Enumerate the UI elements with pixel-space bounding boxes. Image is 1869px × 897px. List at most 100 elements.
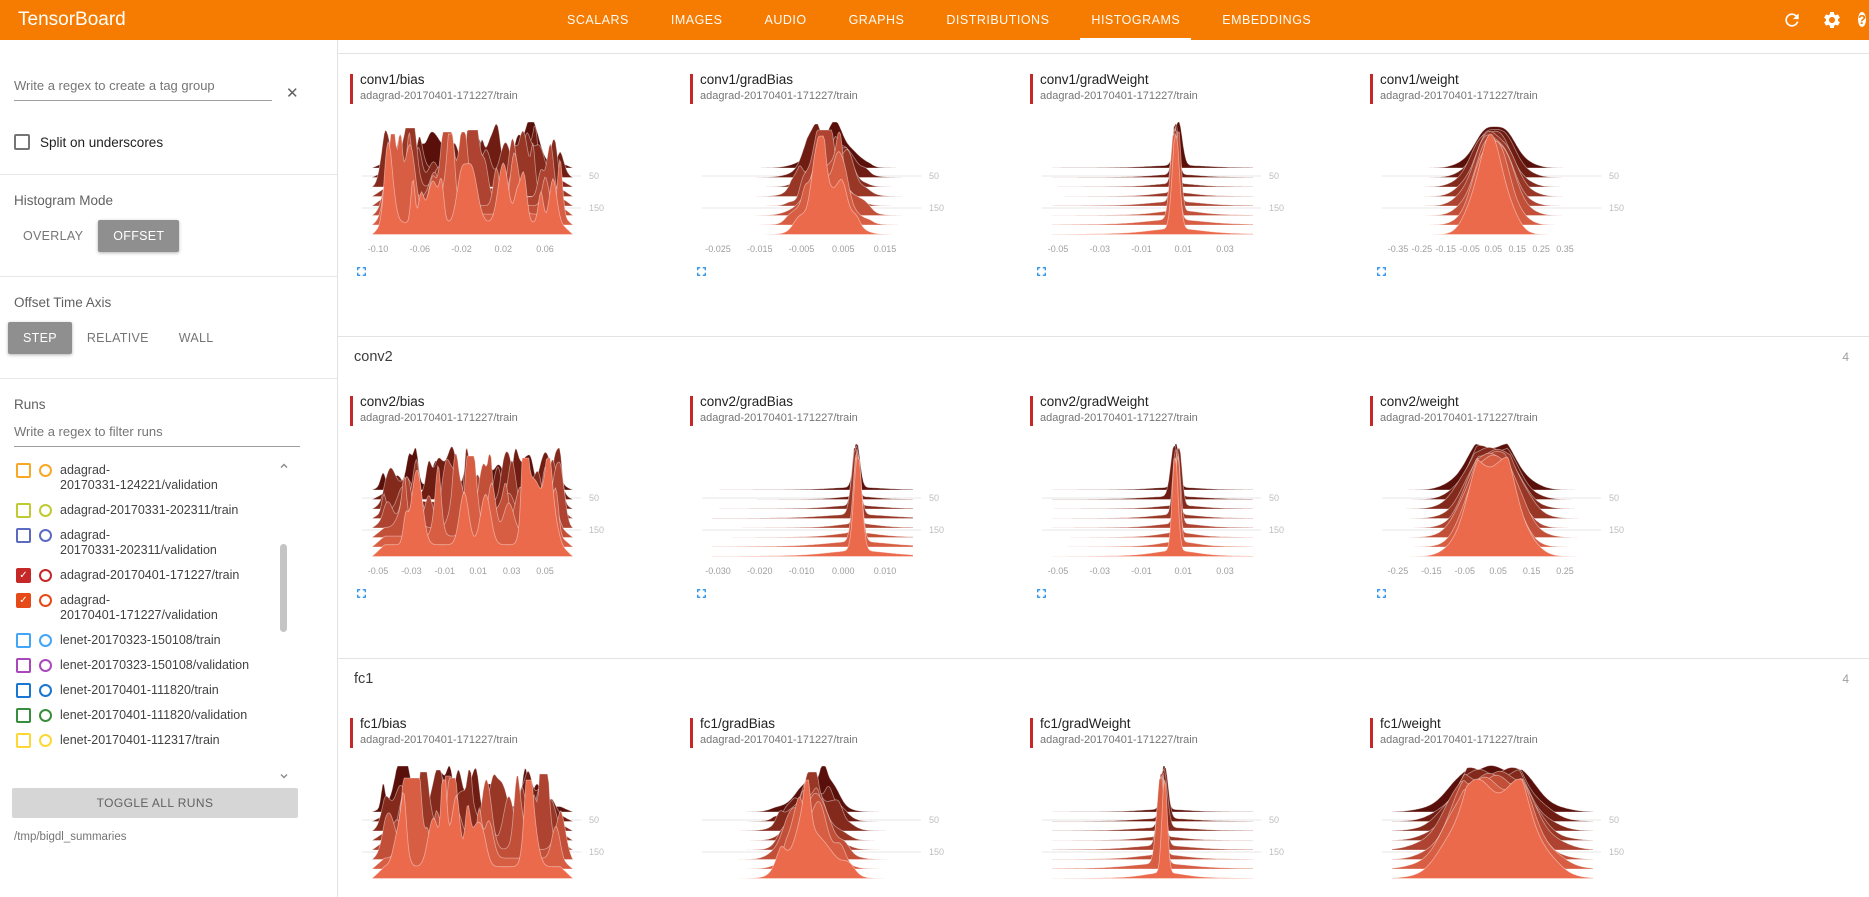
card-run-name: adagrad-20170401-171227/train xyxy=(1380,412,1538,424)
histogram-chart: 50 150 xyxy=(1042,765,1284,879)
expand-button[interactable] xyxy=(1374,586,1390,602)
tab-scalars[interactable]: SCALARS xyxy=(567,13,629,27)
histogram-card: fc1/weight adagrad-20170401-171227/train 5… xyxy=(1370,716,1692,897)
run-checkbox[interactable] xyxy=(16,658,31,673)
expand-button[interactable] xyxy=(354,586,370,602)
run-checkbox[interactable] xyxy=(16,633,31,648)
histogram-mode-overlay-button[interactable]: OVERLAY xyxy=(23,229,84,243)
split-underscores-label: Split on underscores xyxy=(40,134,164,150)
svg-text:0.01: 0.01 xyxy=(469,566,487,576)
svg-text:-0.03: -0.03 xyxy=(401,566,422,576)
run-color-bar xyxy=(1370,396,1373,426)
card-row: conv1/bias adagrad-20170401-171227/train 5… xyxy=(338,54,1869,336)
svg-text:-0.05: -0.05 xyxy=(1048,244,1069,254)
run-checkbox[interactable] xyxy=(16,463,31,478)
svg-text:-0.15: -0.15 xyxy=(1421,566,1442,576)
svg-text:-0.10: -0.10 xyxy=(368,244,389,254)
runs-list-container: adagrad- 20170331-124221/validation adagr… xyxy=(0,456,337,780)
run-row[interactable]: lenet-20170401-112317/train xyxy=(0,728,337,753)
tab-distributions[interactable]: DISTRIBUTIONS xyxy=(946,13,1050,27)
run-row[interactable]: lenet-20170323-150108/train xyxy=(0,628,337,653)
help-icon[interactable]: ? xyxy=(1858,10,1869,30)
card-title: conv2/weight xyxy=(1380,394,1459,409)
svg-text:-0.020: -0.020 xyxy=(747,566,773,576)
close-icon[interactable]: ✕ xyxy=(286,85,299,102)
toggle-all-runs-button[interactable]: TOGGLE ALL RUNS xyxy=(12,788,298,818)
runs-list: adagrad- 20170331-124221/validation adagr… xyxy=(0,456,337,753)
runs-scrollbar[interactable] xyxy=(278,456,290,780)
expand-button[interactable] xyxy=(694,264,710,280)
svg-text:50: 50 xyxy=(1609,815,1619,825)
tag-regex-input[interactable] xyxy=(14,74,272,101)
run-row[interactable]: adagrad-20170331-202311/train xyxy=(0,498,337,523)
help-glyph: ? xyxy=(1858,12,1866,27)
run-row[interactable]: lenet-20170401-111820/train xyxy=(0,678,337,703)
svg-text:0.000: 0.000 xyxy=(832,566,855,576)
run-color-ring xyxy=(39,634,52,647)
tab-graphs[interactable]: GRAPHS xyxy=(848,13,905,27)
card-head: conv2/gradBias adagrad-20170401-171227/tr… xyxy=(690,394,1012,426)
run-checkbox[interactable]: ✓ xyxy=(16,593,31,608)
main-nav: SCALARS IMAGES AUDIO GRAPHS DISTRIBUTIONS HIS… xyxy=(546,0,1332,40)
run-checkbox[interactable] xyxy=(16,733,31,748)
time-axis-step-button[interactable]: STEP xyxy=(8,322,72,354)
run-checkbox[interactable] xyxy=(16,528,31,543)
svg-text:-0.01: -0.01 xyxy=(435,566,456,576)
sidebar: ✕ Split on underscores Histogram Mode OV… xyxy=(0,40,338,897)
svg-text:-0.015: -0.015 xyxy=(747,244,773,254)
run-row[interactable]: adagrad- 20170331-124221/validation xyxy=(0,458,337,498)
main-content: conv1/bias adagrad-20170401-171227/train 5… xyxy=(338,40,1869,897)
tab-images[interactable]: IMAGES xyxy=(670,13,723,27)
histogram-card: fc1/gradBias adagrad-20170401-171227/trai… xyxy=(690,716,1012,897)
split-underscores-checkbox[interactable]: Split on underscores xyxy=(14,134,323,150)
run-checkbox[interactable] xyxy=(16,503,31,518)
run-row[interactable]: ✓ adagrad-20170401-171227/train xyxy=(0,563,337,588)
card-head: conv1/gradBias adagrad-20170401-171227/tr… xyxy=(690,72,1012,104)
tab-audio[interactable]: AUDIO xyxy=(764,13,807,27)
svg-text:0.01: 0.01 xyxy=(1175,244,1193,254)
run-color-ring xyxy=(39,569,52,582)
svg-text:0.03: 0.03 xyxy=(503,566,521,576)
run-checkbox[interactable] xyxy=(16,708,31,723)
expand-button[interactable] xyxy=(1034,586,1050,602)
card-run-name: adagrad-20170401-171227/train xyxy=(1380,90,1538,102)
scroll-down-icon[interactable] xyxy=(279,768,289,779)
app-title: TensorBoard xyxy=(18,9,126,30)
svg-text:-0.05: -0.05 xyxy=(1048,566,1069,576)
run-regex-input[interactable] xyxy=(14,420,300,447)
card-row: fc1/bias adagrad-20170401-171227/train 50 1… xyxy=(338,698,1869,897)
run-filter-row xyxy=(14,420,314,450)
section-header-fc1[interactable]: fc1 4 xyxy=(338,658,1869,698)
tab-histograms[interactable]: HISTOGRAMS xyxy=(1070,0,1201,40)
run-checkbox[interactable] xyxy=(16,683,31,698)
time-axis-relative-button[interactable]: RELATIVE xyxy=(86,331,149,345)
histogram-chart: 50 150 -0.030 -0.020 -0.010 0.000 0.010 xyxy=(702,443,944,576)
expand-button[interactable] xyxy=(694,586,710,602)
run-row[interactable]: ✓ adagrad- 20170401-171227/validation xyxy=(0,588,337,628)
expand-button[interactable] xyxy=(1034,264,1050,280)
card-run-name: adagrad-20170401-171227/train xyxy=(700,90,858,102)
section-header-conv2[interactable]: conv2 4 xyxy=(338,336,1869,376)
svg-text:-0.05: -0.05 xyxy=(368,566,389,576)
section-fc1: fc1 4 fc1/bias adagrad-20170401-171227/trai… xyxy=(338,658,1869,897)
histogram-chart: 50 150 -0.05 -0.03 -0.01 0.01 0.03 xyxy=(1042,443,1284,576)
app-header: TensorBoard SCALARS IMAGES AUDIO GRAPHS DIST… xyxy=(0,0,1869,40)
histogram-chart: 50 150 -0.05 -0.03 -0.01 0.01 0.03 xyxy=(1042,121,1284,254)
run-row[interactable]: lenet-20170323-150108/validation xyxy=(0,653,337,678)
run-row[interactable]: adagrad- 20170331-202311/validation xyxy=(0,523,337,563)
tab-embeddings[interactable]: EMBEDDINGS xyxy=(1222,13,1312,27)
expand-button[interactable] xyxy=(354,264,370,280)
refresh-icon[interactable] xyxy=(1782,10,1802,30)
svg-text:0.05: 0.05 xyxy=(1485,244,1503,254)
run-color-bar xyxy=(350,718,353,748)
scrollbar-thumb[interactable] xyxy=(280,544,287,632)
settings-icon[interactable] xyxy=(1822,10,1842,30)
histogram-mode-offset-button[interactable]: OFFSET xyxy=(98,220,180,252)
run-row[interactable]: lenet-20170401-111820/validation xyxy=(0,703,337,728)
run-checkbox[interactable]: ✓ xyxy=(16,568,31,583)
expand-button[interactable] xyxy=(1374,264,1390,280)
scroll-up-icon[interactable] xyxy=(279,458,289,468)
time-axis-wall-button[interactable]: WALL xyxy=(178,331,214,345)
svg-text:150: 150 xyxy=(929,847,944,857)
svg-text:150: 150 xyxy=(929,203,944,213)
